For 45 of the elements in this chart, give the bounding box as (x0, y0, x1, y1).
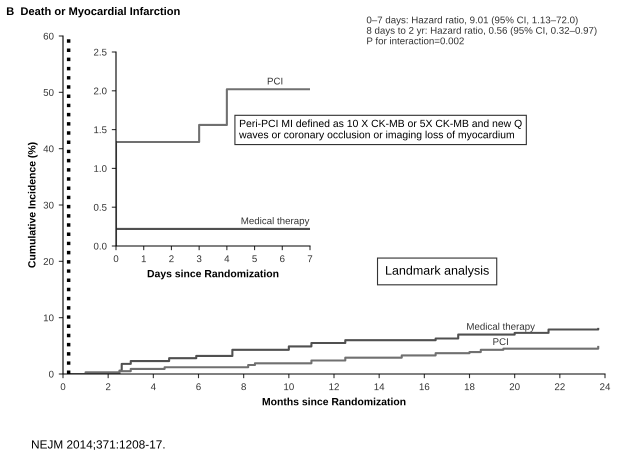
y-tick-label: 1.0 (94, 165, 107, 172)
y-tick-label: 1.5 (94, 126, 107, 134)
y-tick-label: 2.0 (94, 88, 107, 94)
x-tick-label: 7 (308, 255, 312, 262)
y-tick-label: 40 (43, 145, 54, 152)
x-tick-label: 0 (60, 383, 66, 390)
x-axis-title: Days since Randomization (148, 270, 278, 280)
x-tick-label: 2 (169, 255, 174, 262)
y-tick-label: 2.5 (94, 48, 107, 56)
x-tick-label: 5 (252, 255, 257, 262)
x-tick-label: 12 (329, 383, 339, 390)
series-label: PCI (268, 78, 282, 85)
x-tick-label: 14 (374, 383, 384, 390)
x-tick-label: 3 (196, 255, 202, 262)
x-tick-label: 18 (464, 383, 474, 390)
x-tick-label: 2 (106, 383, 110, 390)
x-tick-label: 4 (150, 383, 156, 390)
x-tick-label: 0 (114, 255, 118, 262)
x-tick-label: 24 (600, 383, 610, 390)
annotation: 0–7 days: Hazard ratio, 9.01 (95% CI, 1.13–72.0) 8 days to 2 yr: Hazard ratio, 0.56 (95% CI, 0.32–0.97) P for interaction=0.002 (366, 16, 597, 44)
annotation: Peri-PCI MI defined as 10 X CK-MB or 5X CK-MB and new Q waves or coronary occlusion or imaging loss of myocardium (239, 119, 522, 140)
y-tick-label: 30 (44, 202, 54, 209)
series-label: PCI (493, 338, 508, 346)
x-axis-title: Months since Randomization (262, 398, 406, 406)
x-tick-label: 6 (196, 383, 201, 390)
chart-title: B Death or Myocardial Infarction (6, 6, 180, 18)
series-label: Medical therapy (467, 322, 535, 332)
y-tick-label: 60 (44, 32, 54, 40)
x-tick-label: 10 (284, 383, 294, 390)
x-tick-label: 22 (554, 383, 565, 390)
y-tick-label: 10 (44, 314, 54, 322)
x-tick-label: 20 (510, 383, 520, 390)
y-tick-label: 0 (48, 370, 54, 378)
x-tick-label: 6 (280, 255, 285, 262)
y-tick-label: 0.0 (94, 242, 107, 250)
x-tick-label: 4 (224, 255, 230, 262)
x-tick-label: 8 (241, 383, 246, 390)
text: NEJM 2014;371:1208-17. (32, 440, 165, 450)
y-tick-label: 0.5 (94, 204, 107, 211)
x-tick-label: 1 (142, 255, 146, 262)
y-tick-label: 50 (44, 89, 54, 96)
series-label: Medical therapy (242, 217, 310, 226)
annotation: Landmark analysis (386, 266, 489, 278)
x-tick-label: 16 (420, 383, 430, 390)
y-axis-title: Cumulative Incidence (%) (28, 142, 38, 268)
